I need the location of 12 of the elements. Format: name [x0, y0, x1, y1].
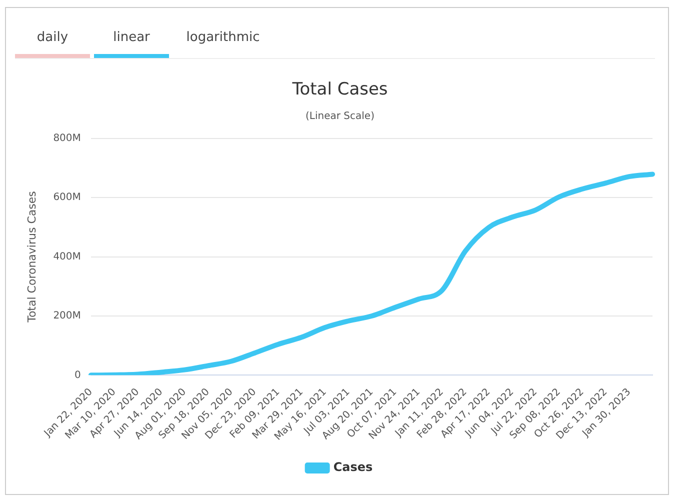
text: logarithmic: [185, 29, 261, 47]
text: linear: [94, 20, 169, 58]
legend-label: Cases: [333, 460, 373, 474]
chart-title: Total Cases: [291, 80, 388, 100]
text: daily: [15, 20, 90, 58]
y-tick-label: 600M: [53, 192, 81, 204]
y-tick-label: 0: [74, 370, 81, 381]
y-tick-label: 800M: [53, 132, 81, 144]
y-axis-title: Total Coronavirus Cases: [25, 190, 38, 324]
chart-subtitle: (Linear Scale): [306, 110, 375, 122]
y-tick-label: 400M: [53, 251, 81, 262]
y-tick-label: 200M: [53, 310, 81, 322]
